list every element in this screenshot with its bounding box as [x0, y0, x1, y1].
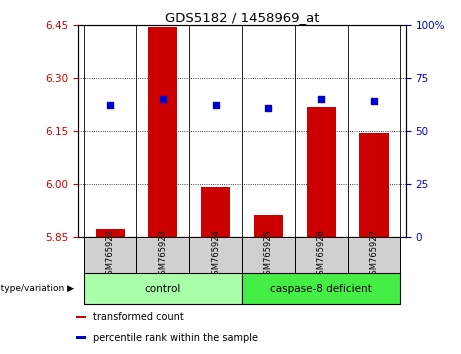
Text: percentile rank within the sample: percentile rank within the sample: [93, 332, 258, 343]
Bar: [360, 133, 389, 237]
Point: [212, 103, 219, 108]
Bar: [307, 107, 336, 237]
Point: [106, 103, 114, 108]
Bar: [136, 237, 189, 273]
Bar: [295, 237, 348, 273]
Point: [318, 96, 325, 102]
Text: GSM765926: GSM765926: [317, 229, 326, 280]
Bar: [76, 316, 86, 319]
Text: caspase-8 deficient: caspase-8 deficient: [270, 284, 372, 293]
Bar: [242, 237, 295, 273]
Bar: [201, 187, 230, 237]
Bar: [83, 237, 136, 273]
Bar: [348, 237, 401, 273]
Bar: [83, 273, 242, 304]
Bar: [148, 27, 177, 237]
Text: GSM765927: GSM765927: [370, 229, 378, 280]
Bar: [76, 336, 86, 339]
Text: GSM765923: GSM765923: [158, 229, 167, 280]
Text: control: control: [145, 284, 181, 293]
Bar: [242, 273, 401, 304]
Text: genotype/variation ▶: genotype/variation ▶: [0, 284, 74, 293]
Text: GSM765924: GSM765924: [211, 229, 220, 280]
Point: [159, 96, 166, 102]
Title: GDS5182 / 1458969_at: GDS5182 / 1458969_at: [165, 11, 319, 24]
Bar: [95, 229, 124, 237]
Text: transformed count: transformed count: [93, 312, 183, 322]
Point: [265, 105, 272, 110]
Bar: [189, 237, 242, 273]
Point: [370, 98, 378, 104]
Text: GSM765925: GSM765925: [264, 229, 273, 280]
Text: GSM765922: GSM765922: [106, 229, 114, 280]
Bar: [254, 215, 283, 237]
